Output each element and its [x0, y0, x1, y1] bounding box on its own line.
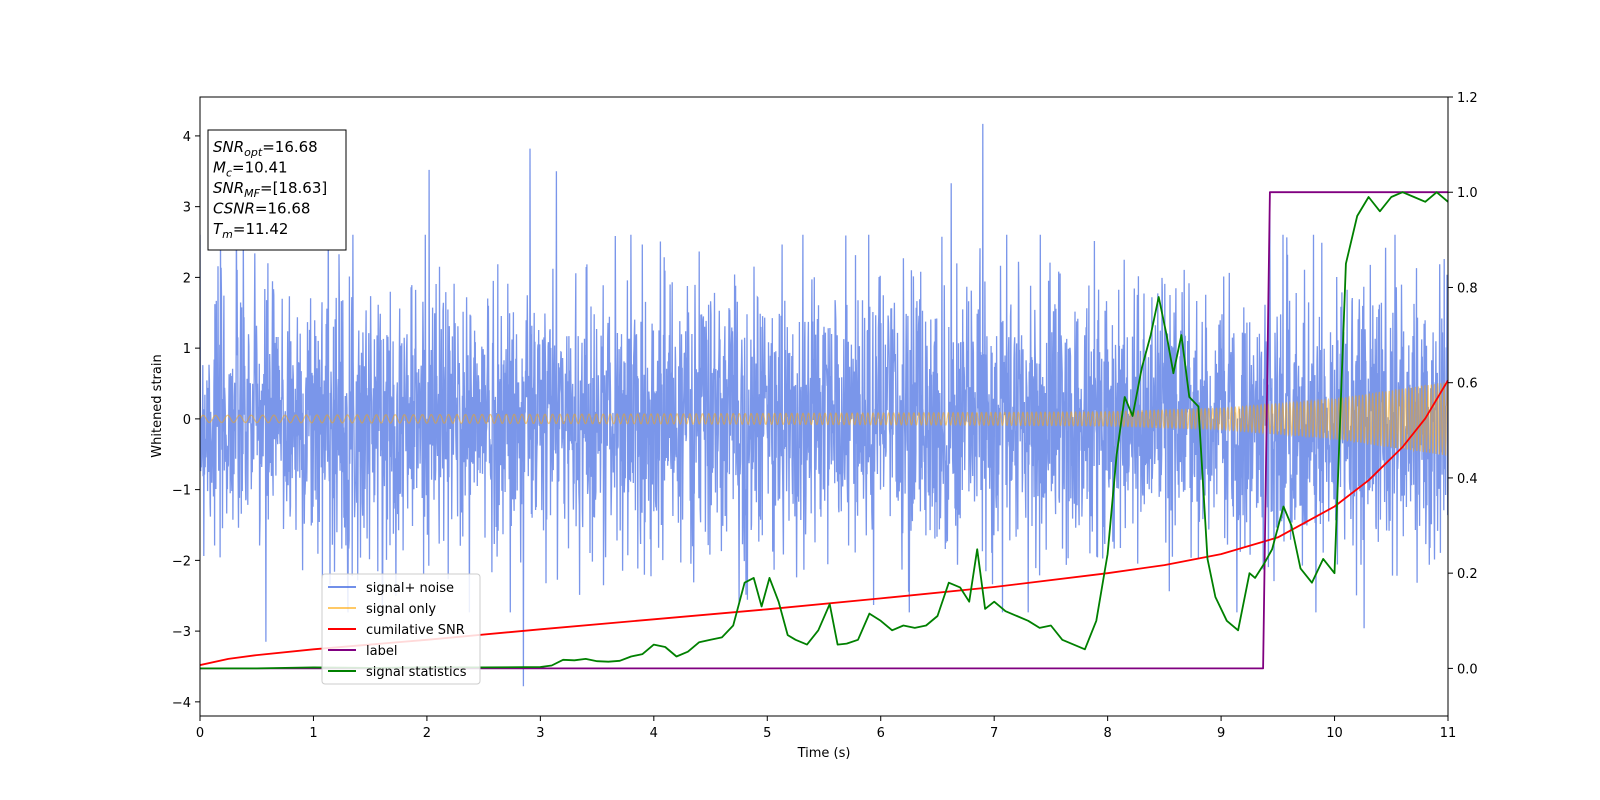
y-tick-label: −3 — [172, 625, 191, 640]
x-tick-label: 10 — [1326, 726, 1343, 741]
info-lines: SNRopt=16.68Mc=10.41SNRMF=[18.63]CSNR=16… — [213, 138, 327, 241]
x-tick-label: 3 — [536, 726, 544, 741]
x-tick-label: 9 — [1217, 726, 1225, 741]
info-line: Tm=11.42 — [213, 220, 288, 241]
y-tick-label: −1 — [172, 484, 191, 499]
y-tick-label: 2 — [183, 271, 191, 286]
plot-frame — [199, 96, 1449, 717]
info-box-frame — [207, 129, 347, 251]
x-axis-label: Time (s) — [797, 746, 851, 761]
x-tick-label: 0 — [196, 726, 204, 741]
info-box: SNRopt=16.68Mc=10.41SNRMF=[18.63]CSNR=16… — [207, 129, 347, 251]
y2-tick-label: 0.0 — [1457, 662, 1478, 677]
y2-tick-label: 1.2 — [1457, 91, 1478, 106]
series-signal-statistics-line — [200, 191, 1448, 670]
legend-label: signal only — [366, 602, 436, 617]
y2-tick-label: 0.6 — [1457, 377, 1478, 392]
legend-items: signal+ noise signal only cumilative SNR la… — [328, 581, 467, 680]
series-signal-noise-line — [200, 123, 1448, 687]
y-tick-label: −4 — [172, 696, 191, 711]
axes-layer: 0 1 2 3 4 5 6 7 8 9 10 11 −4 −3 −2 −1 0 1 2 3 4 0.0 0.2 0.4 0.6 0… — [172, 91, 1478, 741]
info-line: Mc=10.41 — [213, 159, 288, 180]
series-signal-only-line — [200, 382, 1448, 456]
y-axis-label: Whitened strain — [150, 354, 165, 457]
y-tick-label: 0 — [183, 413, 191, 428]
info-line: CSNR=16.68 — [213, 200, 310, 218]
x-tick-label: 5 — [763, 726, 771, 741]
y2-tick-label: 1.0 — [1457, 186, 1478, 201]
y-tick-label: −2 — [172, 554, 191, 569]
x-tick-label: 7 — [990, 726, 998, 741]
info-line: SNRMF=[18.63] — [213, 179, 327, 200]
x-tick-label: 1 — [309, 726, 317, 741]
legend-frame — [321, 573, 481, 685]
legend: signal+ noise signal only cumilative SNR la… — [321, 573, 481, 685]
series-cumilative-snr-line — [200, 379, 1448, 666]
legend-label: signal+ noise — [366, 581, 454, 596]
info-line: SNRopt=16.68 — [213, 138, 318, 159]
y-tick-label: 3 — [183, 201, 191, 216]
y2-tick-label: 0.2 — [1457, 567, 1478, 582]
legend-label: cumilative SNR — [366, 623, 465, 638]
x-tick-label: 4 — [650, 726, 658, 741]
x-tick-label: 2 — [423, 726, 431, 741]
y-tick-label: 4 — [183, 130, 191, 145]
series-layer — [200, 123, 1448, 687]
x-tick-label: 11 — [1440, 726, 1457, 741]
x-tick-label: 6 — [877, 726, 885, 741]
y-tick-label: 1 — [183, 342, 191, 357]
x-tick-label: 8 — [1103, 726, 1111, 741]
series-label-line — [200, 191, 1448, 670]
legend-label: label — [366, 644, 397, 659]
legend-label: signal statistics — [366, 665, 467, 680]
y2-tick-label: 0.4 — [1457, 472, 1478, 487]
y2-tick-label: 0.8 — [1457, 281, 1478, 296]
